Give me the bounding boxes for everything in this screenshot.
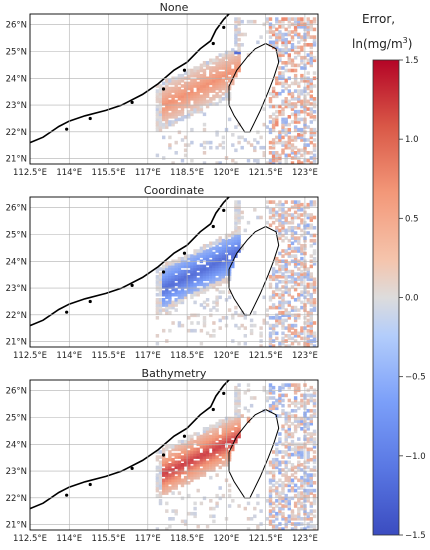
panel-title: None bbox=[159, 1, 189, 14]
x-tick-label: 120°E bbox=[213, 351, 239, 361]
coastline bbox=[30, 380, 231, 510]
x-tick-label: 114°E bbox=[56, 168, 82, 178]
y-tick-label: 21°N bbox=[6, 155, 27, 165]
coastline bbox=[30, 14, 231, 144]
x-tick-label: 118.5°E bbox=[170, 168, 204, 178]
x-tick-label: 117°E bbox=[135, 351, 161, 361]
x-tick-label: 114°E bbox=[56, 351, 82, 361]
y-tick-label: 22°N bbox=[6, 494, 27, 504]
x-tick-label: 118.5°E bbox=[170, 534, 204, 544]
x-tick-label: 112.5°E bbox=[13, 168, 47, 178]
panel-title: Coordinate bbox=[143, 184, 205, 197]
x-tick-label: 123°E bbox=[292, 351, 318, 361]
x-tick-label: 120°E bbox=[213, 534, 239, 544]
x-tick-label: 112.5°E bbox=[13, 351, 47, 361]
x-tick-label: 121.5°E bbox=[249, 351, 283, 361]
y-tick-label: 26°N bbox=[6, 387, 27, 397]
y-tick-label: 24°N bbox=[6, 257, 27, 267]
coastline bbox=[30, 197, 231, 327]
y-tick-label: 23°N bbox=[6, 101, 27, 111]
x-tick-label: 121.5°E bbox=[249, 534, 283, 544]
map-frame bbox=[29, 196, 319, 348]
y-tick-label: 23°N bbox=[6, 467, 27, 477]
x-tick-label: 117°E bbox=[135, 168, 161, 178]
y-tick-label: 25°N bbox=[6, 231, 27, 241]
x-tick-label: 118.5°E bbox=[170, 351, 204, 361]
colorbar-title-line1: Error, bbox=[362, 12, 396, 26]
y-tick-label: 25°N bbox=[6, 414, 27, 424]
y-tick-label: 24°N bbox=[6, 74, 27, 84]
x-tick-label: 123°E bbox=[292, 168, 318, 178]
x-tick-label: 121.5°E bbox=[249, 168, 283, 178]
map-frame bbox=[29, 379, 319, 531]
colorbar-unit: ln(mg/m3) bbox=[352, 36, 413, 51]
y-tick-label: 22°N bbox=[6, 311, 27, 321]
x-tick-label: 114°E bbox=[56, 534, 82, 544]
x-tick-label: 115.5°E bbox=[92, 534, 126, 544]
x-tick-label: 115.5°E bbox=[92, 351, 126, 361]
x-tick-label: 123°E bbox=[292, 534, 318, 544]
y-tick-label: 26°N bbox=[6, 21, 27, 31]
x-tick-label: 120°E bbox=[213, 168, 239, 178]
panel-title: Bathymetry bbox=[141, 367, 207, 380]
y-tick-label: 26°N bbox=[6, 204, 27, 214]
x-tick-label: 115.5°E bbox=[92, 168, 126, 178]
x-tick-label: 117°E bbox=[135, 534, 161, 544]
colorbar-title: Error, bbox=[362, 12, 395, 26]
x-tick-label: 112.5°E bbox=[13, 534, 47, 544]
y-tick-label: 22°N bbox=[6, 128, 27, 138]
y-tick-label: 25°N bbox=[6, 48, 27, 58]
y-tick-label: 23°N bbox=[6, 284, 27, 294]
map-frame bbox=[29, 13, 319, 165]
y-tick-label: 21°N bbox=[6, 338, 27, 348]
y-tick-label: 21°N bbox=[6, 521, 27, 531]
y-tick-label: 24°N bbox=[6, 440, 27, 450]
